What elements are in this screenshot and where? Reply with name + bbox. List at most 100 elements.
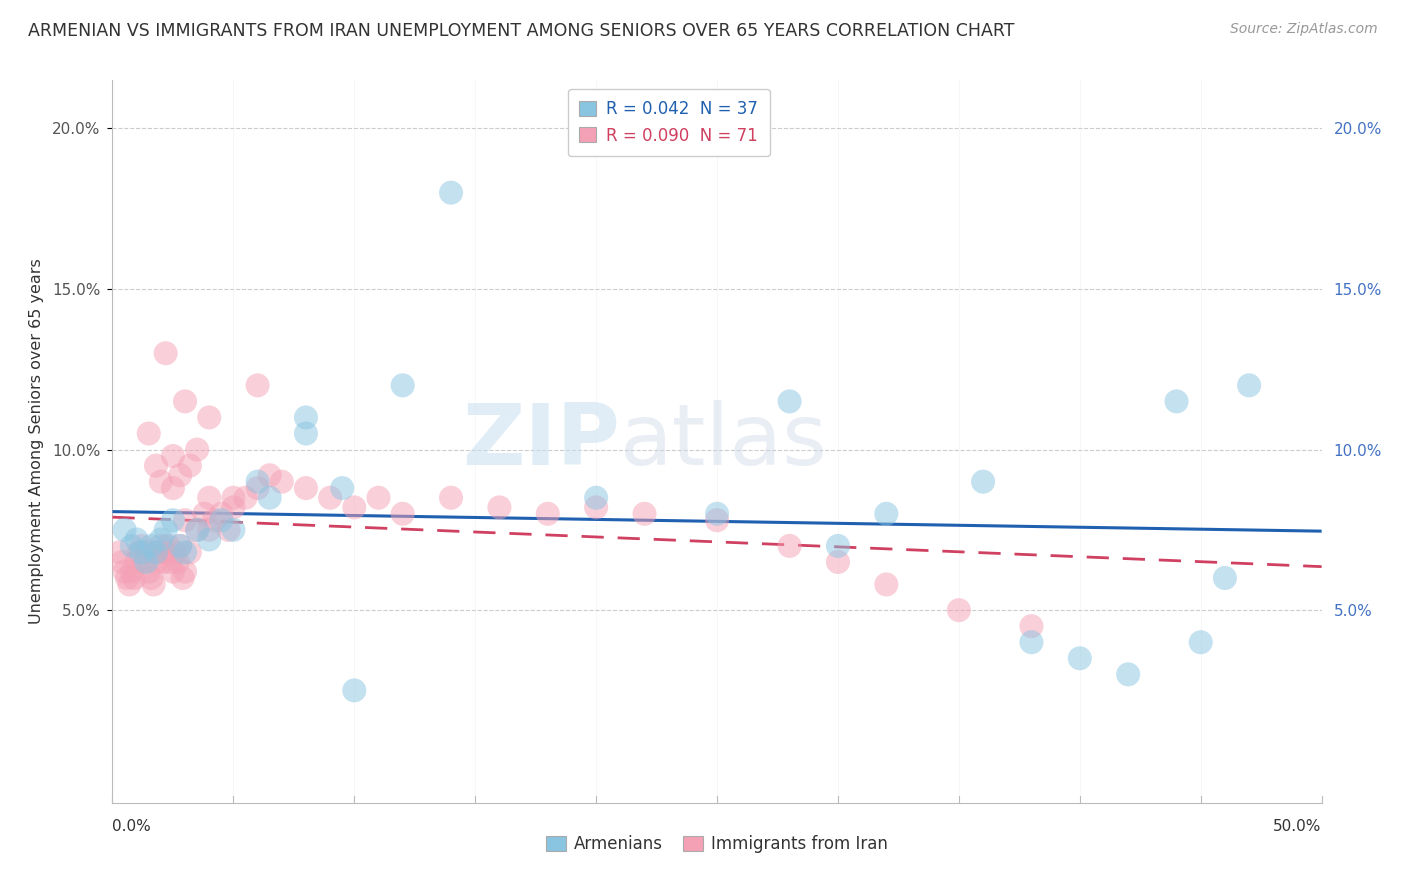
Point — [246, 481, 269, 495]
Point — [121, 565, 143, 579]
Point — [174, 513, 197, 527]
Point — [343, 683, 366, 698]
Point — [440, 491, 463, 505]
Point — [222, 500, 245, 515]
Point — [706, 513, 728, 527]
Point — [121, 539, 143, 553]
Point — [138, 565, 160, 579]
Point — [135, 545, 157, 559]
Point — [779, 539, 801, 553]
Point — [141, 571, 163, 585]
Point — [1189, 635, 1212, 649]
Point — [706, 507, 728, 521]
Y-axis label: Unemployment Among Seniors over 65 years: Unemployment Among Seniors over 65 years — [30, 259, 44, 624]
Point — [162, 481, 184, 495]
Point — [222, 523, 245, 537]
Point — [259, 491, 281, 505]
Point — [193, 507, 215, 521]
Point — [343, 500, 366, 515]
Point — [111, 555, 134, 569]
Point — [209, 513, 232, 527]
Point — [235, 491, 257, 505]
Point — [149, 533, 172, 547]
Point — [174, 565, 197, 579]
Point — [159, 555, 181, 569]
Point — [179, 545, 201, 559]
Point — [270, 475, 292, 489]
Point — [440, 186, 463, 200]
Point — [209, 507, 232, 521]
Point — [948, 603, 970, 617]
Point — [972, 475, 994, 489]
Point — [295, 410, 318, 425]
Point — [585, 491, 607, 505]
Point — [155, 346, 177, 360]
Point — [172, 571, 194, 585]
Point — [145, 555, 167, 569]
Point — [174, 394, 197, 409]
Point — [114, 523, 136, 537]
Point — [166, 555, 188, 569]
Point — [169, 539, 191, 553]
Point — [202, 513, 225, 527]
Point — [827, 555, 849, 569]
Text: 0.0%: 0.0% — [112, 819, 152, 834]
Point — [128, 545, 150, 559]
Point — [295, 481, 318, 495]
Point — [1213, 571, 1236, 585]
Point — [186, 442, 208, 457]
Point — [135, 555, 157, 569]
Point — [391, 378, 413, 392]
Point — [108, 545, 131, 559]
Point — [169, 468, 191, 483]
Point — [198, 533, 221, 547]
Point — [125, 533, 148, 547]
Point — [319, 491, 342, 505]
Point — [1021, 619, 1043, 633]
Point — [179, 458, 201, 473]
Point — [118, 577, 141, 591]
Point — [174, 545, 197, 559]
Point — [149, 475, 172, 489]
Point — [875, 507, 897, 521]
Point — [138, 426, 160, 441]
Point — [155, 545, 177, 559]
Point — [1166, 394, 1188, 409]
Point — [169, 539, 191, 553]
Point — [131, 539, 153, 553]
Point — [1069, 651, 1091, 665]
Point — [162, 513, 184, 527]
Point — [131, 545, 153, 559]
Point — [142, 577, 165, 591]
Point — [162, 449, 184, 463]
Point — [125, 555, 148, 569]
Point — [115, 571, 138, 585]
Point — [488, 500, 510, 515]
Point — [186, 523, 208, 537]
Point — [1237, 378, 1260, 392]
Point — [132, 555, 155, 569]
Point — [198, 491, 221, 505]
Point — [141, 539, 163, 553]
Point — [155, 523, 177, 537]
Point — [145, 545, 167, 559]
Point — [585, 500, 607, 515]
Text: 50.0%: 50.0% — [1274, 819, 1322, 834]
Point — [122, 571, 145, 585]
Text: Source: ZipAtlas.com: Source: ZipAtlas.com — [1230, 22, 1378, 37]
Point — [114, 565, 136, 579]
Point — [145, 458, 167, 473]
Point — [367, 491, 389, 505]
Point — [633, 507, 655, 521]
Point — [186, 523, 208, 537]
Text: atlas: atlas — [620, 400, 828, 483]
Point — [218, 523, 240, 537]
Point — [875, 577, 897, 591]
Text: ARMENIAN VS IMMIGRANTS FROM IRAN UNEMPLOYMENT AMONG SENIORS OVER 65 YEARS CORREL: ARMENIAN VS IMMIGRANTS FROM IRAN UNEMPLO… — [28, 22, 1015, 40]
Point — [198, 410, 221, 425]
Point — [149, 539, 172, 553]
Point — [1116, 667, 1139, 681]
Point — [165, 545, 187, 559]
Point — [259, 468, 281, 483]
Legend: Armenians, Immigrants from Iran: Armenians, Immigrants from Iran — [538, 828, 896, 860]
